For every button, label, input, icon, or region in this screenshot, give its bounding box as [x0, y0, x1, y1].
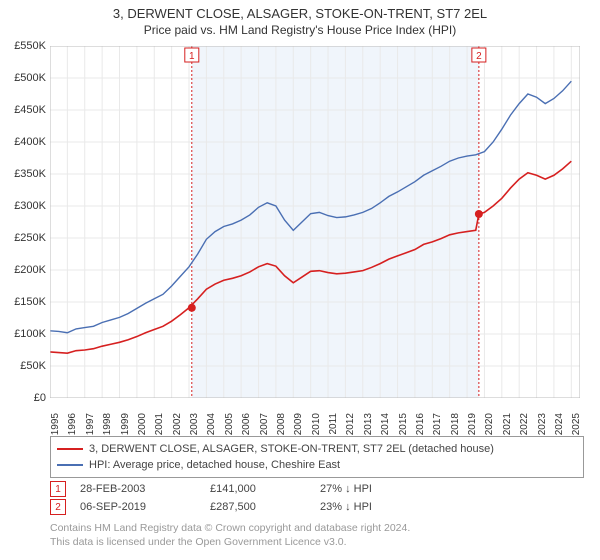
footer-line-1: Contains HM Land Registry data © Crown c…: [50, 522, 410, 536]
y-tick-label: £300K: [0, 200, 46, 212]
price-chart: 12: [50, 46, 580, 398]
legend-item-hpi: HPI: Average price, detached house, Ches…: [57, 457, 577, 473]
y-tick-label: £250K: [0, 232, 46, 244]
y-tick-label: £550K: [0, 40, 46, 52]
transaction-row: 2 06-SEP-2019 £287,500 23% ↓ HPI: [50, 498, 372, 516]
transaction-date: 28-FEB-2003: [80, 483, 210, 495]
y-tick-label: £50K: [0, 360, 46, 372]
legend-item-property: 3, DERWENT CLOSE, ALSAGER, STOKE-ON-TREN…: [57, 441, 577, 457]
svg-text:2: 2: [476, 51, 482, 62]
transaction-delta: 23% ↓ HPI: [320, 501, 372, 513]
y-tick-label: £450K: [0, 104, 46, 116]
transaction-row: 1 28-FEB-2003 £141,000 27% ↓ HPI: [50, 480, 372, 498]
y-tick-label: £400K: [0, 136, 46, 148]
transaction-delta: 27% ↓ HPI: [320, 483, 372, 495]
marker-box-1: 1: [50, 481, 66, 497]
y-tick-label: £200K: [0, 264, 46, 276]
marker-box-2: 2: [50, 499, 66, 515]
y-tick-label: £350K: [0, 168, 46, 180]
legend-label: HPI: Average price, detached house, Ches…: [89, 459, 340, 471]
transaction-price: £287,500: [210, 501, 320, 513]
legend-swatch: [57, 464, 83, 466]
legend: 3, DERWENT CLOSE, ALSAGER, STOKE-ON-TREN…: [50, 436, 584, 478]
y-tick-label: £150K: [0, 296, 46, 308]
chart-title-2: Price paid vs. HM Land Registry's House …: [0, 21, 600, 37]
transaction-price: £141,000: [210, 483, 320, 495]
legend-label: 3, DERWENT CLOSE, ALSAGER, STOKE-ON-TREN…: [89, 443, 494, 455]
svg-text:1: 1: [189, 51, 195, 62]
transaction-table: 1 28-FEB-2003 £141,000 27% ↓ HPI 2 06-SE…: [50, 480, 372, 516]
footer-line-2: This data is licensed under the Open Gov…: [50, 536, 410, 550]
y-tick-label: £500K: [0, 72, 46, 84]
chart-title-1: 3, DERWENT CLOSE, ALSAGER, STOKE-ON-TREN…: [0, 0, 600, 21]
footer: Contains HM Land Registry data © Crown c…: [50, 522, 410, 549]
y-tick-label: £0: [0, 392, 46, 404]
y-tick-label: £100K: [0, 328, 46, 340]
legend-swatch: [57, 448, 83, 450]
transaction-date: 06-SEP-2019: [80, 501, 210, 513]
